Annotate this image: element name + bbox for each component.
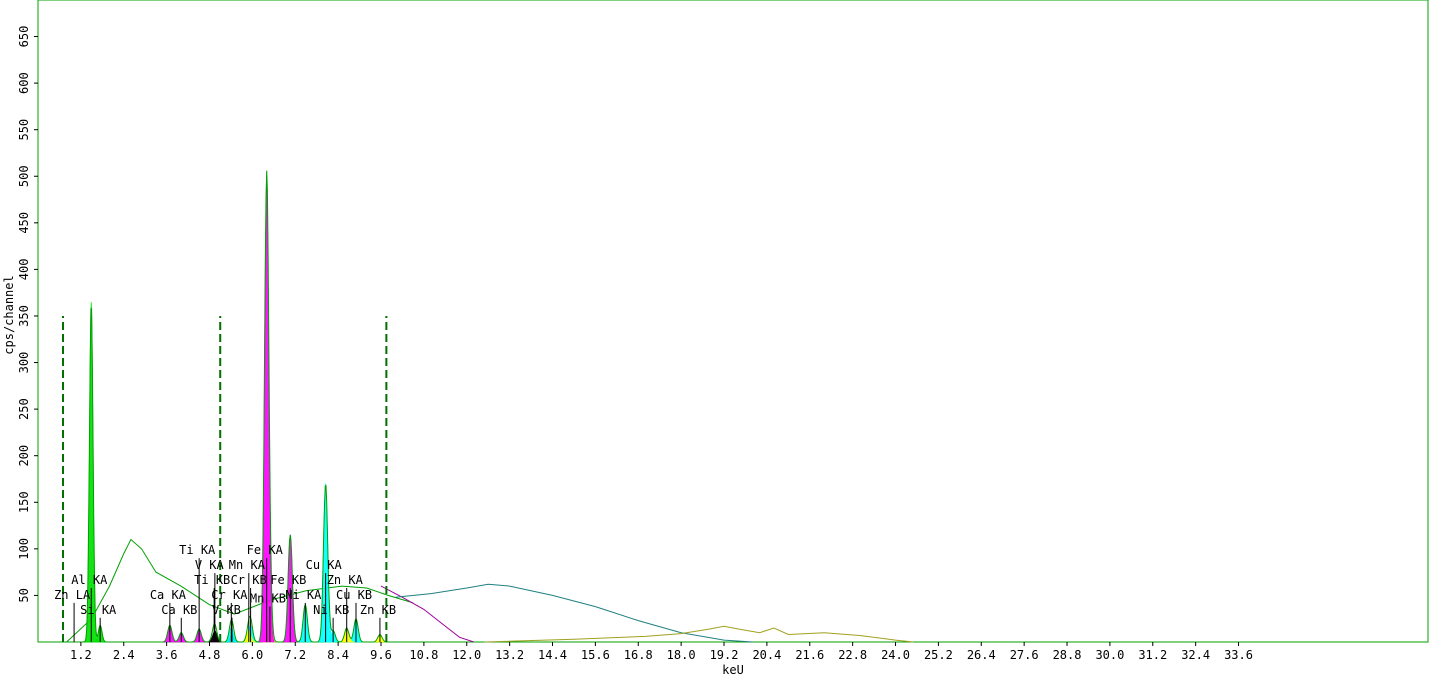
- x-tick-label-10: 13.2: [495, 648, 524, 662]
- y-tick-label-5: 300: [17, 352, 31, 374]
- peak-label-14: Mn KB: [250, 592, 286, 606]
- y-axis-ticks: 50 100 150 200 250 300 350 400 450 500 550 600 650: [17, 26, 38, 603]
- x-tick-label-5: 7.2: [284, 648, 306, 662]
- x-tick-label-11: 14.4: [538, 648, 567, 662]
- peak-label-0: Zn LA: [54, 588, 91, 602]
- y-axis-label: cps/channel: [2, 275, 16, 354]
- background-tail-purple: [380, 585, 475, 643]
- peak-label-6: V KA: [195, 558, 225, 572]
- x-tick-label-6: 8.4: [327, 648, 349, 662]
- measured-spectrum: [59, 170, 417, 643]
- plot-frame: [37, 0, 1429, 643]
- y-tick-label-12: 650: [17, 26, 31, 48]
- x-axis-ticks: 1.2 2.4 3.6 4.8 6.0 7.2 8.4 9.6 10.8 12.0 13.2 14.4…: [70, 642, 1253, 662]
- y-tick-label-1: 100: [17, 538, 31, 560]
- peak-label-3: Ca KA: [150, 588, 187, 602]
- peak-label-16: Ni KB: [313, 603, 349, 617]
- roi-markers: [62, 315, 388, 642]
- peak-label-5: Ti KA: [179, 543, 216, 557]
- x-tick-label-16: 20.4: [752, 648, 781, 662]
- x-tick-label-4: 6.0: [242, 648, 264, 662]
- y-tick-label-7: 400: [17, 259, 31, 281]
- x-tick-label-2: 3.6: [156, 648, 178, 662]
- y-tick-label-9: 500: [17, 165, 31, 187]
- peak-label-8: Ti KB: [194, 573, 230, 587]
- x-tick-label-24: 30.0: [1095, 648, 1124, 662]
- background-rayleigh-olive: [484, 625, 914, 643]
- x-tick-label-22: 27.6: [1010, 648, 1039, 662]
- peak-label-9: Cr KB: [231, 573, 267, 587]
- x-tick-label-25: 31.2: [1138, 648, 1167, 662]
- x-tick-label-26: 32.4: [1181, 648, 1210, 662]
- peak-label-13: Fe KB: [270, 573, 306, 587]
- peak-label-10: Cr KA: [211, 588, 248, 602]
- x-tick-label-15: 19.2: [710, 648, 739, 662]
- background-compton-teal: [395, 583, 753, 643]
- peak-label-7: Mn KA: [229, 558, 266, 572]
- peak-label-12: Fe KA: [247, 543, 284, 557]
- x-tick-label-3: 4.8: [199, 648, 221, 662]
- x-tick-label-0: 1.2: [70, 648, 92, 662]
- x-tick-label-12: 15.6: [581, 648, 610, 662]
- x-tick-label-8: 10.8: [409, 648, 438, 662]
- x-tick-label-19: 24.0: [881, 648, 910, 662]
- x-tick-label-13: 16.8: [624, 648, 653, 662]
- x-tick-label-14: 18.0: [667, 648, 696, 662]
- y-tick-label-8: 450: [17, 212, 31, 234]
- x-axis-label: keU: [722, 663, 744, 677]
- x-tick-label-21: 26.4: [967, 648, 996, 662]
- x-tick-label-1: 2.4: [113, 648, 135, 662]
- peak-label-1: Al KA: [71, 573, 108, 587]
- y-tick-label-11: 600: [17, 72, 31, 94]
- y-tick-label-3: 200: [17, 445, 31, 467]
- x-tick-label-18: 22.8: [838, 648, 867, 662]
- peak-label-18: Zn KA: [327, 573, 364, 587]
- y-tick-label-10: 550: [17, 119, 31, 141]
- y-tick-label-4: 250: [17, 398, 31, 420]
- x-tick-label-9: 12.0: [452, 648, 481, 662]
- background-continuum-green: [66, 538, 414, 643]
- y-tick-label-0: 50: [17, 588, 31, 602]
- peak-label-19: Cu KB: [336, 588, 372, 602]
- x-tick-label-27: 33.6: [1224, 648, 1253, 662]
- peak-label-11: V KB: [212, 603, 241, 617]
- peak-label-20: Zn KB: [360, 603, 396, 617]
- x-tick-label-7: 9.6: [370, 648, 392, 662]
- peak-label-15: Ni KA: [285, 588, 322, 602]
- peak-label-17: Cu KA: [306, 558, 343, 572]
- x-tick-label-17: 21.6: [795, 648, 824, 662]
- background-curves: [66, 538, 914, 643]
- x-tick-label-20: 25.2: [924, 648, 953, 662]
- peak-label-2: Si KA: [80, 603, 117, 617]
- x-tick-label-23: 28.8: [1053, 648, 1082, 662]
- y-tick-label-2: 150: [17, 491, 31, 513]
- y-tick-label-6: 350: [17, 305, 31, 327]
- peak-label-4: Ca KB: [161, 603, 197, 617]
